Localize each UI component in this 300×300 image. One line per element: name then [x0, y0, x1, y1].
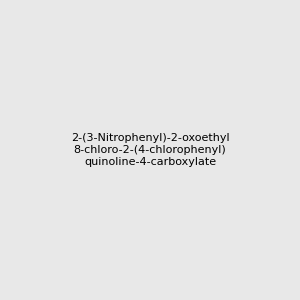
Text: 2-(3-Nitrophenyl)-2-oxoethyl
8-chloro-2-(4-chlorophenyl)
quinoline-4-carboxylate: 2-(3-Nitrophenyl)-2-oxoethyl 8-chloro-2-… — [71, 134, 229, 166]
